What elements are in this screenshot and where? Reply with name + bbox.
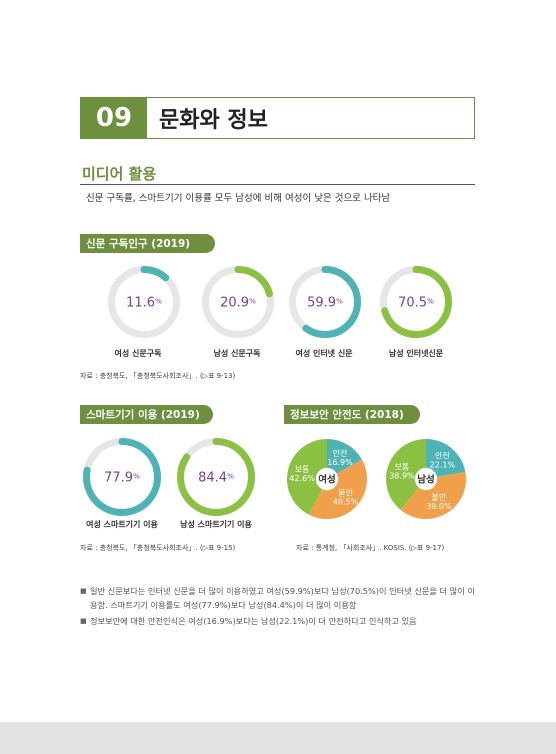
pie-slice-name: 보통 xyxy=(395,462,410,471)
chapter-title: 문화와 정보 xyxy=(159,108,268,133)
pie-slice-value: 38.9% xyxy=(389,471,415,480)
pie-center-hole xyxy=(315,467,339,491)
ring-value-arc xyxy=(289,266,361,338)
bullet-item: ■ 일반 신문보다는 인터넷 신문을 더 많이 이용하였고 여성(59.9%)보… xyxy=(80,586,475,610)
section-subtitle: 신문 구독률, 스마트기기 이용률 모두 남성에 비해 여성이 낮은 것으로 나… xyxy=(86,193,391,204)
ring-value-text: 84.4% xyxy=(198,471,234,486)
pie-slice xyxy=(426,439,466,479)
ring-value-text: 59.9% xyxy=(307,296,343,311)
pie-slice xyxy=(327,439,362,479)
pie-slice-value: 42.6% xyxy=(289,474,315,483)
bullet-item: ■ 정보보안에 대한 안전인식은 여성(16.9%)보다는 남성(22.1%)이… xyxy=(80,616,417,626)
smart-source: 자료 : 충청북도, 「충청북도사회조사」. (▷표 9-15) xyxy=(80,544,236,552)
pie-slice-value: 22.1% xyxy=(430,460,456,469)
pie-slice-value: 40.5% xyxy=(333,498,359,507)
pie-slice xyxy=(287,439,327,515)
chapter-number: 09 xyxy=(81,98,147,138)
security-source: 자료 : 통계청, 「사회조사」. KOSIS. (▷표 9-17) xyxy=(296,544,445,552)
square-bullet-icon: ■ xyxy=(80,587,87,595)
ring-value-text: 11.6% xyxy=(126,296,162,311)
ring-value-text: 70.5% xyxy=(398,296,434,311)
label-male-smart: 남성 스마트기기 이용 xyxy=(180,520,252,529)
security-title: 정보보안 안전도 (2018) xyxy=(284,405,420,424)
label-female-smart: 여성 스마트기기 이용 xyxy=(86,520,158,529)
pie-slice xyxy=(400,471,466,519)
section-divider xyxy=(80,184,475,185)
ring-value-text: 20.9% xyxy=(220,296,256,311)
newspaper-title: 신문 구독인구 (2019) xyxy=(80,234,215,253)
label-male-internet-newspaper: 남성 인터넷신문 xyxy=(388,349,444,358)
ring-value-arc xyxy=(177,438,255,516)
pie-slice-name: 불안 xyxy=(338,488,353,498)
summary-bullets: ■ 일반 신문보다는 인터넷 신문을 더 많이 이용하였고 여성(59.9%)보… xyxy=(80,584,480,630)
label-female-newspaper: 여성 신문구독 xyxy=(114,349,162,358)
pie-center-label: 남성 xyxy=(417,474,434,486)
footer-band xyxy=(0,722,556,754)
pie-slice-value: 16.9% xyxy=(327,458,353,467)
ring-value-arc xyxy=(108,266,180,338)
donut-female-internet-newspaper: 59.9% xyxy=(288,265,362,339)
smart-title: 스마트기기 이용 (2019) xyxy=(80,405,213,424)
label-male-newspaper: 남성 신문구독 xyxy=(213,349,261,358)
pie-center-hole xyxy=(414,467,438,491)
donut-male-smart: 84.4% xyxy=(176,437,256,517)
newspaper-source: 자료 : 충청북도, 「충청북도사회조사」. (▷표 9-13) xyxy=(80,372,236,380)
ring-value-arc xyxy=(83,438,161,516)
donut-male-newspaper: 20.9% xyxy=(201,265,275,339)
pie-slice-value: 39.0% xyxy=(426,502,452,511)
pie-slice xyxy=(309,459,367,519)
chapter-header: 09 문화와 정보 xyxy=(80,97,475,139)
pie-female-security: 안전 16.9% 불안 40.5% 보통 42.6% 여성 xyxy=(286,438,368,520)
label-female-internet-newspaper: 여성 인터넷 신문 xyxy=(295,349,353,358)
donut-male-internet-newspaper: 70.5% xyxy=(379,265,453,339)
square-bullet-icon: ■ xyxy=(80,617,87,625)
donut-female-smart: 77.9% xyxy=(82,437,162,517)
ring-value-arc xyxy=(202,266,274,338)
pie-slice xyxy=(386,439,426,510)
ring-value-text: 77.9% xyxy=(104,471,140,486)
pie-slice-name: 안전 xyxy=(333,448,348,458)
pie-male-security: 안전 22.1% 불안 39.0% 보통 38.9% 남성 xyxy=(385,438,467,520)
section-title: 미디어 활용 xyxy=(82,165,157,183)
pie-slice-name: 안전 xyxy=(435,450,450,460)
pie-center-label: 여성 xyxy=(318,474,335,486)
pie-slice-name: 보통 xyxy=(295,465,310,474)
donut-female-newspaper: 11.6% xyxy=(107,265,181,339)
pie-slice-name: 불안 xyxy=(432,492,447,502)
ring-value-arc xyxy=(380,266,452,338)
